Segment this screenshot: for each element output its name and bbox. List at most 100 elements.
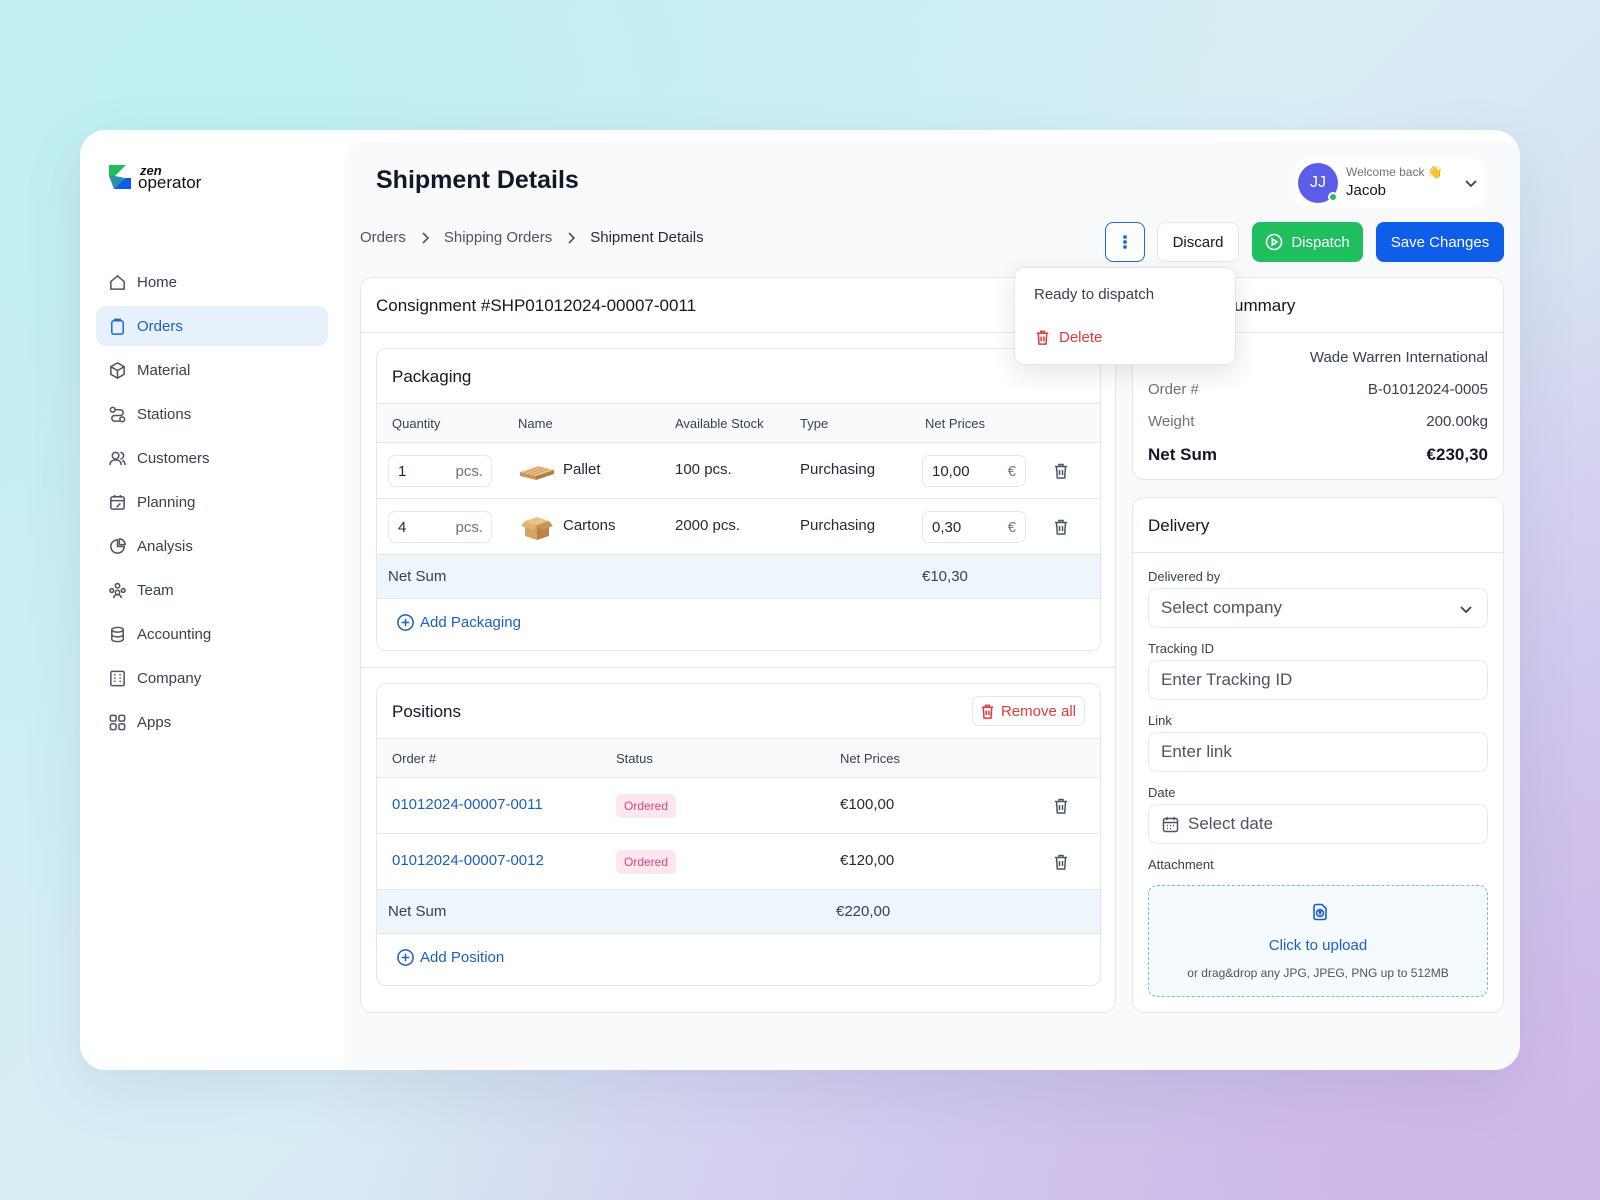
add-position-label: Add Position: [420, 949, 505, 966]
logo[interactable]: zen operator: [106, 162, 201, 192]
net-price-value: €120,00: [840, 852, 895, 869]
clipboard-icon: [111, 318, 124, 335]
sidebar-item-label: Company: [137, 669, 202, 687]
trash-icon[interactable]: [1052, 853, 1070, 871]
upload-hint: or drag&drop any JPG, JPEG, PNG up to 51…: [1187, 966, 1449, 980]
sidebar-item-label: Accounting: [137, 625, 212, 643]
breadcrumb-orders[interactable]: Orders: [360, 229, 406, 246]
product-name: Cartons: [563, 517, 616, 534]
sidebar-item-planning[interactable]: Planning: [96, 482, 328, 522]
order-link[interactable]: 01012024-00007-0011: [392, 796, 543, 813]
divider: [1133, 332, 1503, 333]
sidebar-item-label: Analysis: [137, 537, 193, 555]
column-header: Net Prices: [840, 751, 900, 766]
remove-all-label: Remove all: [1000, 702, 1076, 720]
column-header: Name: [518, 416, 553, 431]
menu-item-label: Delete: [1059, 329, 1103, 346]
logo-zen: zen: [140, 162, 162, 178]
sidebar-item-accounting[interactable]: Accounting: [96, 614, 328, 654]
delivery-card: Delivery Delivered by Select company Tra…: [1132, 497, 1504, 1013]
sidebar-item-company[interactable]: Company: [96, 658, 328, 698]
table-row: 1 pcs. Pallet 100 pcs. Purchasing 10,00: [377, 443, 1100, 499]
box-icon: [110, 361, 125, 379]
menu-item-label: Ready to dispatch: [1034, 286, 1155, 303]
user-name: Jacob: [1346, 182, 1387, 200]
file-upload-icon: [1313, 903, 1327, 921]
net-price-input[interactable]: 0,30 €: [922, 511, 1026, 543]
currency-symbol: €: [1007, 519, 1016, 536]
summary-order-row: Order # B-01012024-0005: [1148, 381, 1488, 398]
column-header: Order #: [392, 751, 437, 766]
sidebar-item-customers[interactable]: Customers: [96, 438, 328, 478]
sidebar-item-orders[interactable]: Orders: [96, 306, 328, 346]
dispatch-button[interactable]: Dispatch: [1252, 222, 1363, 262]
quantity-input[interactable]: 1 pcs.: [388, 455, 492, 487]
more-actions-button[interactable]: [1105, 222, 1145, 262]
online-status-dot: [1328, 192, 1338, 202]
net-sum-value: €220,00: [836, 903, 891, 920]
delivered-by-label: Delivered by: [1148, 569, 1221, 584]
trash-icon[interactable]: [1052, 797, 1070, 815]
menu-item-delete[interactable]: Delete: [1034, 329, 1102, 346]
breadcrumb-shipping-orders[interactable]: Shipping Orders: [443, 229, 553, 246]
order-value: B-01012024-0005: [1367, 381, 1488, 398]
play-circle-icon: [1266, 233, 1283, 251]
trash-icon[interactable]: [1052, 462, 1070, 480]
positions-table-header: Order # Status Net Prices: [377, 738, 1100, 778]
status-badge: Ordered: [616, 850, 677, 874]
quantity-input[interactable]: 4 pcs.: [388, 511, 492, 543]
user-menu[interactable]: JJ Welcome back 👋 Jacob: [1295, 158, 1485, 208]
delivered-by-select[interactable]: Select company: [1148, 588, 1488, 628]
sidebar-item-team[interactable]: Team: [96, 570, 328, 610]
tracking-id-input[interactable]: Enter Tracking ID: [1148, 660, 1488, 700]
quantity-unit: pcs.: [455, 463, 483, 480]
building-icon: [110, 670, 125, 686]
table-row: 01012024-00007-0012 Ordered €120,00: [377, 834, 1100, 890]
order-link[interactable]: 01012024-00007-0012: [392, 852, 544, 869]
sidebar-item-material[interactable]: Material: [96, 350, 328, 390]
currency-symbol: €: [1007, 463, 1016, 480]
consignment-card: Consignment #SHP01012024-00007-0011 Pack…: [360, 277, 1116, 1013]
sidebar-item-home[interactable]: Home: [96, 262, 328, 302]
save-changes-button[interactable]: Save Changes: [1376, 222, 1504, 262]
discard-button[interactable]: Discard: [1157, 222, 1239, 262]
chevron-down-icon[interactable]: [1463, 175, 1479, 191]
date-picker[interactable]: Select date: [1148, 804, 1488, 844]
remove-all-button[interactable]: Remove all: [971, 696, 1085, 726]
packaging-table-header: Quantity Name Available Stock Type Net P…: [377, 403, 1100, 443]
sidebar: zen operator Home Orders Material Statio…: [80, 130, 345, 1070]
net-sum-value: €230,30: [1426, 445, 1488, 464]
type-value: Purchasing: [800, 461, 876, 478]
more-actions-menu: Ready to dispatch Delete: [1014, 267, 1236, 365]
stock-value: 100 pcs.: [675, 461, 732, 478]
link-input[interactable]: Enter link: [1148, 732, 1488, 772]
company-name: Wade Warren International: [1309, 349, 1488, 366]
order-label: Order #: [1148, 381, 1199, 398]
consignment-title: Consignment #SHP01012024-00007-0011: [376, 296, 697, 315]
trash-icon[interactable]: [1052, 518, 1070, 536]
trash-icon: [981, 704, 994, 719]
grid-icon: [109, 714, 126, 730]
team-icon: [109, 582, 126, 598]
sidebar-item-stations[interactable]: Stations: [96, 394, 328, 434]
trash-icon: [1036, 330, 1049, 345]
attachment-dropzone[interactable]: Click to upload or drag&drop any JPG, JP…: [1148, 885, 1488, 997]
chevron-down-icon: [1460, 606, 1472, 614]
date-placeholder: Select date: [1188, 814, 1274, 833]
click-to-upload-link[interactable]: Click to upload: [1268, 937, 1368, 954]
net-sum-label: Net Sum: [1148, 445, 1217, 464]
pallet-image: [520, 466, 554, 480]
summary-title: ummary: [1234, 296, 1296, 315]
sidebar-item-analysis[interactable]: Analysis: [96, 526, 328, 566]
sidebar-item-apps[interactable]: Apps: [96, 702, 328, 742]
divider: [361, 332, 1115, 333]
net-price-input[interactable]: 10,00 €: [922, 455, 1026, 487]
avatar: JJ: [1298, 163, 1338, 203]
quantity-value: 1: [398, 463, 407, 480]
menu-item-ready-to-dispatch[interactable]: Ready to dispatch: [1034, 286, 1154, 303]
tracking-id-placeholder: Enter Tracking ID: [1161, 670, 1293, 689]
calendar-icon: [1162, 816, 1179, 832]
add-position-button[interactable]: Add Position: [396, 948, 504, 967]
add-packaging-button[interactable]: Add Packaging: [396, 613, 521, 632]
quantity-value: 4: [398, 519, 407, 536]
